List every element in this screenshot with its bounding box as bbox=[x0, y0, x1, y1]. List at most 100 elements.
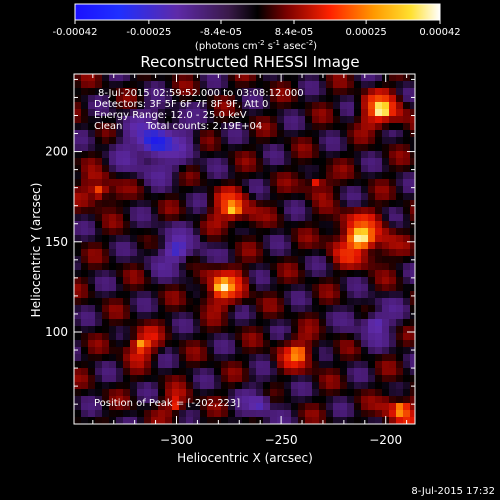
heatmap-pixel bbox=[256, 165, 263, 172]
heatmap-pixel bbox=[340, 235, 347, 242]
heatmap-pixel bbox=[242, 88, 249, 95]
heatmap-pixel bbox=[347, 256, 354, 263]
heatmap-pixel bbox=[333, 340, 340, 347]
heatmap-pixel bbox=[312, 144, 319, 151]
heatmap-pixel bbox=[340, 396, 347, 403]
heatmap-pixel bbox=[151, 179, 158, 186]
heatmap-pixel bbox=[389, 347, 396, 354]
heatmap-pixel bbox=[249, 95, 256, 102]
heatmap-pixel bbox=[340, 284, 347, 291]
heatmap-pixel bbox=[179, 284, 186, 291]
heatmap-pixel bbox=[172, 172, 179, 179]
heatmap-pixel bbox=[249, 368, 256, 375]
heatmap-pixel bbox=[263, 361, 270, 368]
heatmap-pixel bbox=[291, 144, 298, 151]
heatmap-pixel bbox=[207, 382, 214, 389]
heatmap-pixel bbox=[186, 256, 193, 263]
heatmap-pixel bbox=[109, 235, 116, 242]
heatmap-pixel bbox=[88, 389, 95, 396]
heatmap-pixel bbox=[263, 179, 270, 186]
heatmap-pixel bbox=[123, 319, 130, 326]
heatmap-pixel bbox=[333, 417, 340, 424]
heatmap-pixel bbox=[158, 340, 165, 347]
heatmap-pixel bbox=[389, 95, 396, 102]
heatmap-pixel bbox=[249, 298, 256, 305]
heatmap-pixel bbox=[340, 130, 347, 137]
heatmap-pixel bbox=[81, 172, 88, 179]
heatmap-pixel bbox=[389, 284, 396, 291]
heatmap-pixel bbox=[235, 305, 242, 312]
heatmap-pixel bbox=[165, 326, 172, 333]
heatmap-pixel bbox=[326, 200, 333, 207]
heatmap-pixel bbox=[151, 200, 158, 207]
heatmap-pixel bbox=[242, 396, 249, 403]
heatmap-pixel bbox=[214, 151, 221, 158]
heatmap-pixel bbox=[235, 172, 242, 179]
heatmap-pixel bbox=[144, 130, 151, 137]
heatmap-pixel bbox=[207, 319, 214, 326]
heatmap-pixel bbox=[179, 305, 186, 312]
heatmap-pixel bbox=[158, 291, 165, 298]
heatmap-pixel bbox=[186, 284, 193, 291]
heatmap-pixel bbox=[221, 382, 228, 389]
heatmap-pixel bbox=[137, 417, 144, 424]
heatmap-pixel bbox=[354, 333, 361, 340]
heatmap-pixel bbox=[277, 130, 284, 137]
heatmap-pixel bbox=[277, 165, 284, 172]
heatmap-pixel bbox=[340, 410, 347, 417]
heatmap-pixel bbox=[172, 291, 179, 298]
heatmap-pixel bbox=[396, 368, 403, 375]
heatmap-pixel bbox=[249, 165, 256, 172]
heatmap-pixel bbox=[347, 270, 354, 277]
heatmap-pixel bbox=[361, 277, 368, 284]
heatmap-pixel bbox=[347, 242, 354, 249]
heatmap-pixel bbox=[284, 263, 291, 270]
heatmap-pixel bbox=[284, 340, 291, 347]
heatmap-pixel bbox=[88, 340, 95, 347]
heatmap-pixel bbox=[221, 137, 228, 144]
heatmap-pixel bbox=[179, 109, 186, 116]
heatmap-pixel bbox=[368, 375, 375, 382]
heatmap-pixel bbox=[144, 88, 151, 95]
heatmap-pixel bbox=[298, 109, 305, 116]
heatmap-pixel bbox=[207, 95, 214, 102]
heatmap-pixel bbox=[410, 235, 415, 242]
heatmap-pixel bbox=[74, 228, 81, 235]
heatmap-pixel bbox=[200, 403, 207, 410]
heatmap-pixel bbox=[403, 326, 410, 333]
heatmap-pixel bbox=[263, 88, 270, 95]
heatmap-pixel bbox=[242, 116, 249, 123]
heatmap-pixel bbox=[214, 361, 221, 368]
heatmap-pixel bbox=[354, 172, 361, 179]
heatmap-pixel bbox=[130, 95, 137, 102]
heatmap-pixel bbox=[382, 116, 389, 123]
heatmap-pixel bbox=[242, 158, 249, 165]
heatmap-pixel bbox=[214, 291, 221, 298]
heatmap-pixel bbox=[347, 368, 354, 375]
heatmap-pixel bbox=[347, 151, 354, 158]
heatmap-pixel bbox=[347, 333, 354, 340]
heatmap-pixel bbox=[214, 382, 221, 389]
heatmap-pixel bbox=[270, 312, 277, 319]
heatmap-pixel bbox=[81, 95, 88, 102]
heatmap-pixel bbox=[221, 284, 228, 291]
heatmap-pixel bbox=[235, 396, 242, 403]
heatmap-pixel bbox=[109, 249, 116, 256]
heatmap-pixel bbox=[193, 221, 200, 228]
heatmap-pixel bbox=[291, 277, 298, 284]
heatmap-pixel bbox=[116, 361, 123, 368]
heatmap-pixel bbox=[375, 403, 382, 410]
heatmap-pixel bbox=[242, 214, 249, 221]
heatmap-pixel bbox=[81, 242, 88, 249]
heatmap-pixel bbox=[214, 221, 221, 228]
heatmap-pixel bbox=[130, 193, 137, 200]
heatmap-pixel bbox=[291, 95, 298, 102]
heatmap-pixel bbox=[102, 375, 109, 382]
heatmap-pixel bbox=[221, 228, 228, 235]
heatmap-pixel bbox=[263, 270, 270, 277]
heatmap-pixel bbox=[221, 74, 228, 81]
heatmap-pixel bbox=[312, 207, 319, 214]
heatmap-pixel bbox=[186, 95, 193, 102]
heatmap-pixel bbox=[354, 347, 361, 354]
heatmap-pixel bbox=[228, 158, 235, 165]
